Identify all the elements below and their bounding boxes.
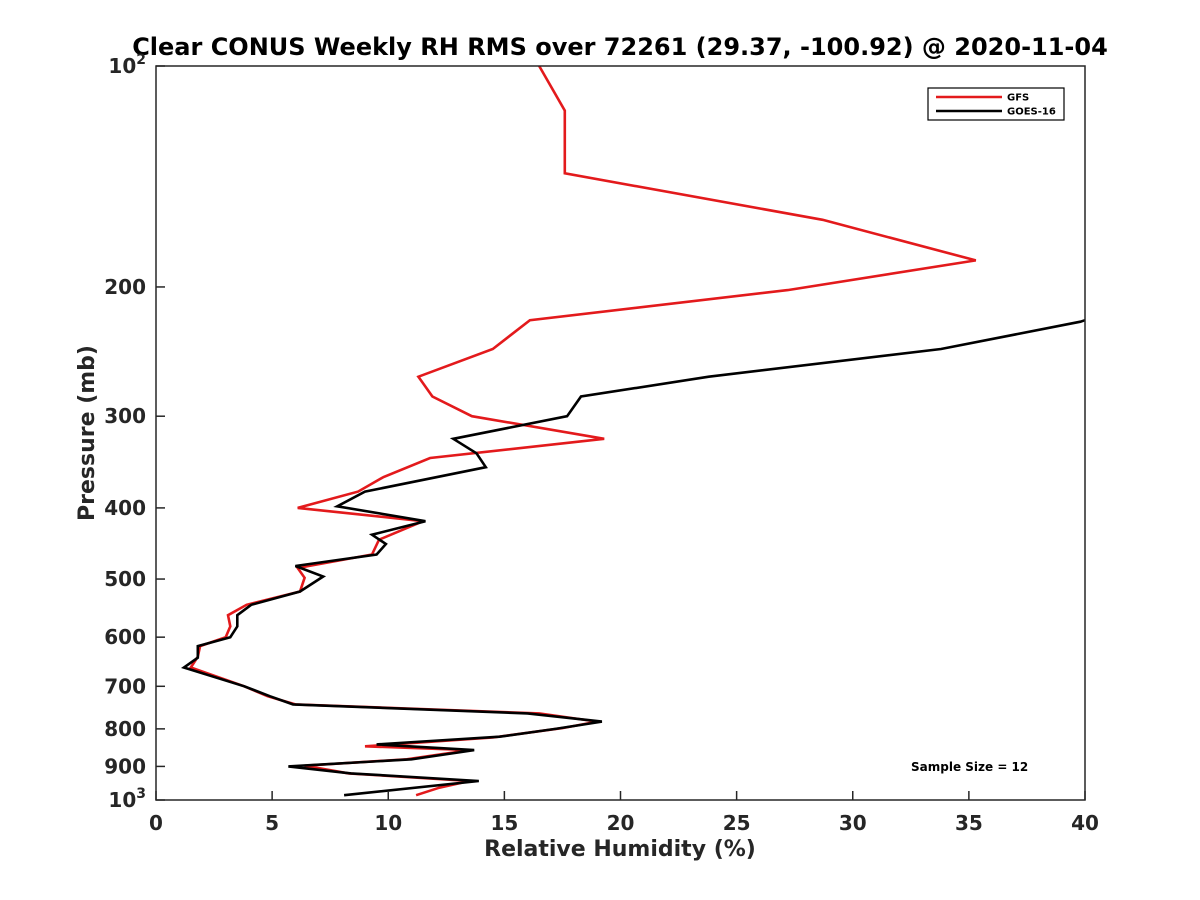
legend-box xyxy=(927,87,1065,121)
legend: GFS GOES-16 xyxy=(927,87,1065,121)
y-tick-label: 103 xyxy=(108,786,146,812)
x-tick-label: 25 xyxy=(723,811,751,835)
y-tick-label: 500 xyxy=(104,567,146,591)
x-axis-label: Relative Humidity (%) xyxy=(484,837,756,862)
series-layer xyxy=(180,65,1086,797)
chart-title: Clear CONUS Weekly RH RMS over 72261 (29… xyxy=(132,33,1108,61)
x-tick-label: 30 xyxy=(839,811,867,835)
x-tick-label: 0 xyxy=(149,811,163,835)
y-axis-label: Pressure (mb) xyxy=(75,345,100,521)
y-tick-label-base: 10 xyxy=(108,54,136,78)
x-tick-label: 35 xyxy=(955,811,983,835)
y-tick-label: 400 xyxy=(104,496,146,520)
series-line-gfs xyxy=(188,65,977,797)
x-tick-label: 20 xyxy=(607,811,635,835)
plot-frame xyxy=(155,65,1086,801)
x-tick-label: 15 xyxy=(490,811,518,835)
y-tick-label-exponent: 2 xyxy=(136,52,146,68)
y-tick-label: 300 xyxy=(104,404,146,428)
series-line-goes16 xyxy=(180,318,1086,797)
x-tick-label: 10 xyxy=(374,811,402,835)
y-tick-label: 800 xyxy=(104,717,146,741)
y-tick-label-base: 10 xyxy=(108,788,136,812)
y-tick-label: 700 xyxy=(104,674,146,698)
sample-size-annotation: Sample Size = 12 xyxy=(911,760,1028,774)
y-tick-label-exponent: 3 xyxy=(136,786,146,802)
y-tick-label: 600 xyxy=(104,625,146,649)
x-axis: 0 5 10 15 20 25 30 35 40 xyxy=(149,791,1099,835)
x-tick-label: 5 xyxy=(265,811,279,835)
y-tick-label: 102 xyxy=(108,52,146,78)
y-tick-label: 900 xyxy=(104,754,146,778)
y-tick-label: 200 xyxy=(104,275,146,299)
legend-label-goes16: GOES-16 xyxy=(1007,107,1056,118)
x-tick-label: 40 xyxy=(1071,811,1099,835)
legend-label-gfs: GFS xyxy=(1007,93,1029,104)
